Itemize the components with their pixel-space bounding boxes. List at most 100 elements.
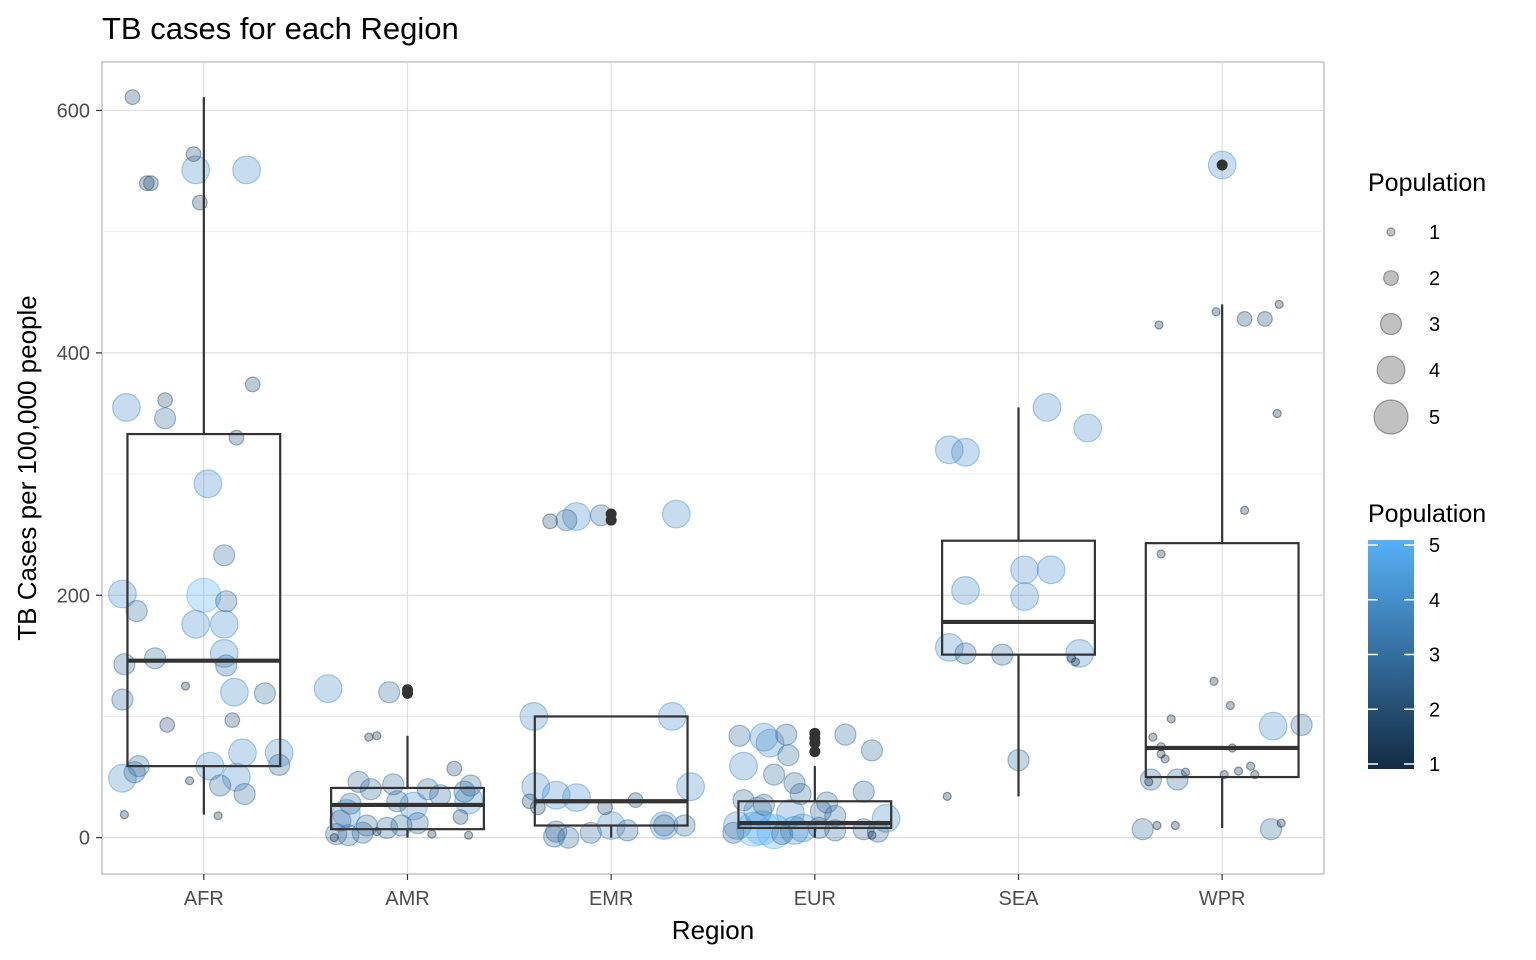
- data-point: [722, 821, 745, 844]
- outlier-point: [809, 737, 821, 749]
- x-tick-label: SEA: [998, 888, 1039, 910]
- data-point: [834, 723, 857, 746]
- data-point: [1148, 732, 1158, 742]
- data-point: [185, 146, 202, 163]
- data-point: [1258, 711, 1288, 741]
- box-iqr: [533, 715, 689, 827]
- size-legend-key: [1373, 399, 1409, 435]
- size-legend-title: Population: [1368, 169, 1486, 197]
- size-legend-label: 4: [1429, 360, 1440, 382]
- y-tick-label: 0: [79, 828, 90, 850]
- data-point: [1225, 700, 1235, 711]
- data-point: [954, 642, 977, 665]
- data-point: [562, 502, 591, 531]
- data-point: [1236, 311, 1253, 327]
- data-point: [951, 576, 980, 605]
- data-point: [142, 175, 159, 192]
- data-point: [755, 728, 785, 758]
- y-tick-label: 200: [57, 585, 90, 607]
- data-point: [942, 791, 952, 802]
- color-legend-title: Population: [1368, 500, 1486, 528]
- data-point: [579, 821, 602, 844]
- data-point: [154, 407, 177, 430]
- data-point: [1180, 767, 1191, 777]
- data-point: [557, 826, 580, 849]
- data-point: [219, 677, 249, 707]
- data-point: [113, 653, 136, 676]
- data-point: [1290, 713, 1313, 737]
- box-iqr: [330, 786, 485, 831]
- data-point: [1144, 777, 1154, 787]
- data-point: [446, 760, 463, 777]
- data-point: [180, 681, 191, 691]
- size-legend-label: 1: [1429, 222, 1440, 244]
- data-point: [215, 654, 238, 677]
- data-point: [749, 722, 779, 752]
- data-point: [867, 830, 877, 840]
- data-point: [1209, 676, 1219, 686]
- data-point: [185, 776, 195, 786]
- y-tick-label: 400: [57, 343, 90, 365]
- data-point: [253, 682, 276, 705]
- size-legend-key: [1376, 355, 1406, 385]
- data-point: [1010, 555, 1039, 585]
- x-tick-label: WPR: [1199, 888, 1246, 910]
- size-legend-label: 3: [1429, 314, 1440, 336]
- data-point: [232, 155, 262, 185]
- data-point: [1211, 307, 1221, 317]
- data-point: [1065, 639, 1094, 668]
- data-point: [783, 771, 806, 795]
- chart-title: TB cases for each Region: [102, 11, 459, 46]
- data-point: [406, 811, 429, 835]
- color-legend-label: 1: [1429, 754, 1440, 776]
- plot-panel: [101, 61, 1325, 875]
- color-legend-label: 4: [1429, 590, 1440, 612]
- data-point: [852, 780, 875, 803]
- data-point: [228, 429, 245, 446]
- data-point: [752, 793, 776, 817]
- box-iqr: [941, 539, 1096, 656]
- data-point: [1036, 555, 1066, 585]
- color-legend-label: 5: [1429, 535, 1440, 557]
- data-point: [762, 763, 786, 786]
- x-tick-label: AMR: [385, 888, 429, 910]
- data-point: [244, 376, 261, 393]
- size-legend-key: [1379, 312, 1403, 336]
- data-point: [860, 739, 884, 762]
- x-tick-label: AFR: [184, 888, 224, 910]
- data-point: [728, 724, 751, 747]
- data-point: [1256, 311, 1273, 327]
- data-point: [228, 738, 257, 768]
- data-point: [376, 816, 399, 840]
- data-point: [562, 783, 591, 812]
- outlier-point: [1216, 159, 1228, 171]
- y-axis-title: TB Cases per 100,000 people: [12, 295, 42, 640]
- data-point: [329, 809, 352, 832]
- data-point: [209, 609, 239, 639]
- data-point: [1246, 761, 1256, 771]
- data-point: [934, 435, 964, 465]
- size-legend-label: 5: [1429, 407, 1440, 429]
- size-legend: Population 1 2 3 4 5: [1368, 169, 1486, 435]
- data-point: [386, 790, 409, 813]
- data-point: [1160, 754, 1170, 764]
- data-point: [777, 744, 800, 767]
- data-point: [378, 681, 401, 704]
- x-tick-label: EMR: [589, 888, 633, 910]
- data-point: [1274, 299, 1284, 309]
- data-point: [729, 751, 758, 781]
- data-point: [676, 772, 705, 802]
- data-point: [213, 811, 223, 821]
- size-legend-key: [1386, 227, 1396, 237]
- data-point: [661, 499, 691, 529]
- data-point: [1010, 582, 1039, 611]
- data-point: [107, 763, 137, 793]
- data-point: [124, 89, 141, 105]
- data-point: [1070, 657, 1081, 667]
- data-point: [416, 778, 439, 801]
- data-point: [1073, 413, 1103, 443]
- data-point: [355, 814, 378, 837]
- data-point: [1131, 818, 1154, 841]
- color-legend-label: 3: [1429, 645, 1440, 667]
